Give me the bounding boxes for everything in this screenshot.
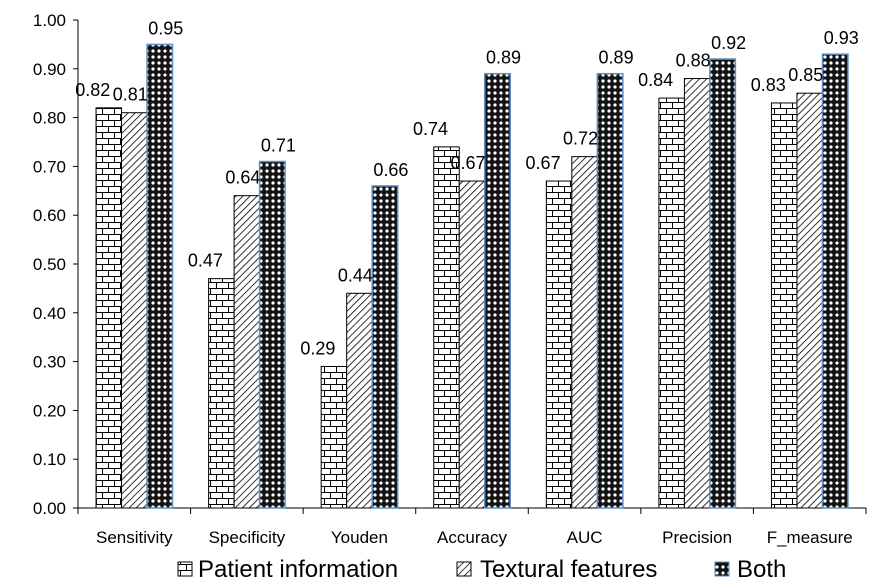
data-label: 0.72: [563, 129, 598, 149]
x-tick-label: Precision: [662, 528, 732, 547]
bar-textural-features: [683, 78, 711, 509]
bar-both: [709, 58, 737, 509]
x-tick-label: Sensitivity: [96, 528, 173, 547]
legend-swatch: [714, 561, 730, 577]
bar-patient-information: [545, 180, 573, 509]
data-label: 0.67: [450, 153, 485, 173]
bar-patient-information: [770, 102, 798, 509]
bar-patient-information: [658, 97, 685, 509]
data-label: 0.89: [486, 48, 521, 68]
bar-both: [821, 53, 849, 509]
bar-textural-features: [458, 180, 486, 509]
y-tick-label: 0.90: [33, 60, 66, 79]
data-label: 0.92: [711, 33, 746, 53]
bar-patient-information: [95, 107, 123, 509]
data-label: 0.83: [751, 75, 786, 95]
legend-label: Textural features: [480, 556, 657, 583]
x-tick-label: Specificity: [209, 528, 286, 547]
y-tick-label: 0.20: [33, 401, 66, 420]
y-tick-label: 0.10: [33, 450, 66, 469]
legend-label: Patient information: [198, 556, 398, 583]
data-label: 0.93: [824, 28, 859, 48]
data-label: 0.74: [413, 119, 448, 139]
data-label: 0.89: [599, 48, 634, 68]
data-label: 0.64: [225, 168, 260, 188]
bar-textural-features: [796, 92, 823, 509]
data-label: 0.67: [526, 153, 561, 173]
data-label: 0.29: [300, 338, 335, 358]
data-label: 0.66: [373, 160, 408, 180]
legend-label: Both: [737, 556, 786, 583]
bar-both: [371, 185, 399, 509]
y-tick-label: 0.40: [33, 304, 66, 323]
bar-patient-information: [320, 365, 348, 509]
x-tick-label: Accuracy: [437, 528, 507, 547]
y-tick-label: 0.70: [33, 157, 66, 176]
x-tick-label: F_measure: [767, 528, 853, 547]
data-label: 0.84: [638, 70, 673, 90]
data-label: 0.85: [788, 65, 823, 85]
y-tick-label: 1.00: [33, 11, 66, 30]
x-tick-label: AUC: [567, 528, 603, 547]
bar-textural-features: [233, 195, 261, 509]
data-label: 0.71: [261, 136, 296, 156]
x-tick-label: Youden: [331, 528, 388, 547]
bar-both: [596, 72, 624, 509]
legend-swatch: [177, 561, 193, 577]
data-labels: 0.82 0.81 0.95 0.47 0.640.71 0.29 0.44 0.66 0.74…: [75, 18, 858, 358]
bar-patient-information: [208, 278, 235, 509]
data-label: 0.81: [113, 85, 148, 105]
data-label: 0.44: [338, 265, 373, 285]
bar-patient-information: [433, 146, 460, 509]
legend-swatch: [456, 561, 472, 577]
bar-textural-features: [121, 112, 148, 509]
bar-both: [146, 43, 174, 509]
legend: Patient information Textural features Both: [177, 556, 786, 583]
bar-both: [484, 72, 511, 509]
data-label: 0.82: [75, 80, 110, 100]
bar-both: [258, 160, 286, 509]
y-tick-label: 0.00: [33, 499, 66, 518]
y-tick-label: 0.50: [33, 255, 66, 274]
y-tick-label: 0.60: [33, 206, 66, 225]
bars: [95, 43, 849, 509]
y-tick-label: 0.80: [33, 109, 66, 128]
bar-textural-features: [571, 156, 598, 509]
data-label: 0.95: [148, 18, 183, 38]
bar-textural-features: [346, 292, 373, 509]
data-label: 0.88: [676, 51, 711, 71]
data-label: 0.47: [188, 251, 223, 271]
y-tick-label: 0.30: [33, 353, 66, 372]
